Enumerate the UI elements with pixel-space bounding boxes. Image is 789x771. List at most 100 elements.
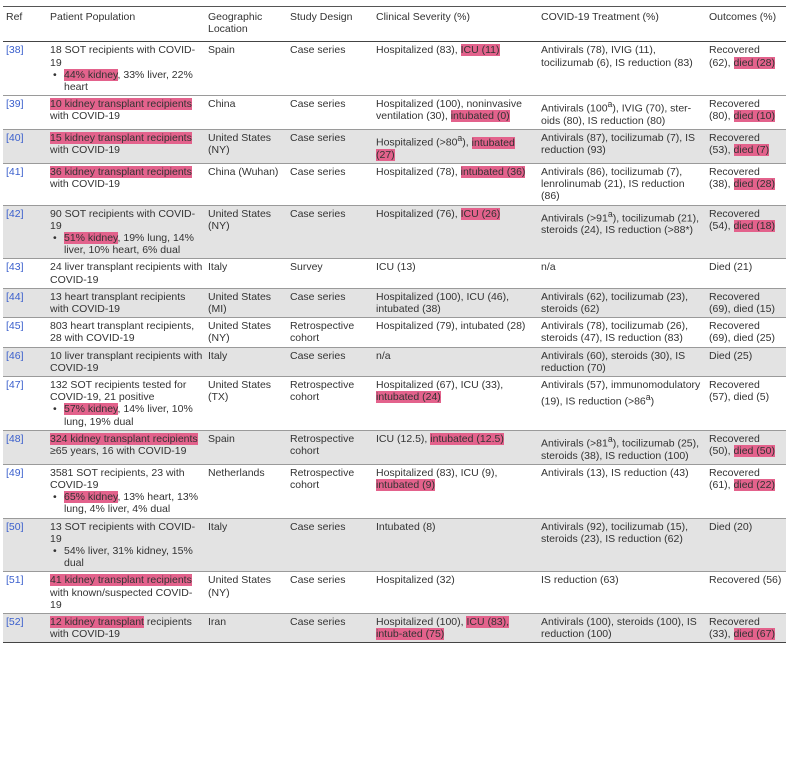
cell-outcomes: Died (21) (706, 259, 786, 288)
treatment-text: ) (650, 395, 655, 408)
severity-text: Intubated (8) (376, 520, 436, 533)
treatment-text: Antivirals (86), tocilizumab (7), lenrol… (541, 166, 685, 203)
reference-link[interactable]: [50] (6, 520, 24, 533)
severity-highlight: intubated (12.5) (430, 432, 504, 445)
cell-ref: [48] (3, 430, 47, 464)
table-body: [38] 18 SOT recipients with COVID-1944% k… (3, 42, 786, 643)
reference-link[interactable]: [41] (6, 166, 24, 179)
organ-breakdown-item: 44% kidney, 33% liver, 22% heart (53, 68, 203, 94)
cell-patient-population: 18 SOT recipients with COVID-1944% kidne… (47, 42, 205, 96)
cell-ref: [52] (3, 614, 47, 643)
table-row: [44] 13 heart transplant recipients with … (3, 288, 786, 318)
cell-patient-population: 15 kidney transplant recipients with COV… (47, 130, 205, 164)
cell-geographic-location: China (Wuhan) (208, 166, 279, 179)
cell-ref: [49] (3, 464, 47, 518)
cell-geographic-location: Spain (208, 432, 235, 445)
cell-geographic-location: Netherlands (208, 466, 265, 479)
treatment-text: IS reduction (63) (541, 574, 619, 587)
cell-covid-treatment: IS reduction (63) (538, 572, 706, 614)
treatment-text: Antivirals (13), IS reduction (43) (541, 466, 689, 479)
cell-outcomes: Recovered (38), died (28) (706, 164, 786, 206)
severity-text: Hospitalized (>80 (376, 136, 458, 149)
cell-study-design: Case series (290, 207, 346, 220)
severity-highlight: ICU (26) (460, 207, 501, 220)
outcome-text: Recovered (62), (709, 44, 760, 69)
treatment-footnote: a (607, 433, 613, 444)
outcome-text: Recovered (69), died (15) (709, 290, 775, 316)
cell-clinical-severity: Hospitalized (76), ICU (26) (373, 205, 538, 259)
reference-link[interactable]: [45] (6, 320, 24, 333)
cell-geographic-location: United States (NY) (208, 207, 272, 232)
table-row: [46] 10 liver transplant recipients with … (3, 347, 786, 377)
header-outcomes: Outcomes (%) (706, 6, 786, 43)
outcome-text: Recovered (57), died (5) (709, 379, 770, 404)
cell-patient-population: 324 kidney transplant recipients ≥65 yea… (47, 430, 205, 464)
reference-link[interactable]: [49] (6, 466, 24, 479)
population-text: 18 SOT recipients with COVID-19 (50, 44, 203, 68)
cell-clinical-severity: Intubated (8) (373, 518, 538, 572)
table-row: [50] 13 SOT recipients with COVID-1954% l… (3, 518, 786, 572)
reference-link[interactable]: [51] (6, 574, 24, 587)
outcome-text: Recovered (53), (709, 132, 760, 157)
outcome-highlight: died (28) (733, 178, 775, 191)
reference-link[interactable]: [40] (6, 132, 24, 145)
cell-covid-treatment: Antivirals (78), tocilizumab (26), stero… (538, 318, 706, 347)
cell-geographic-location: United States (MI) (208, 290, 272, 316)
organ-breakdown-list: 65% kidney, 13% heart, 13% lung, 4% live… (50, 491, 203, 515)
cell-geographic-location: Italy (208, 261, 228, 274)
population-text: 15 kidney transplant recipients with COV… (50, 132, 203, 156)
cell-study-design: Retrospective cohort (290, 379, 355, 404)
cell-outcomes: Recovered (57), died (5) (706, 377, 786, 431)
reference-link[interactable]: [46] (6, 349, 24, 362)
reference-link[interactable]: [39] (6, 98, 24, 111)
organ-breakdown-text: , 19% lung, 14% liver, 10% heart, 6% dua… (64, 232, 194, 257)
reference-link[interactable]: [47] (6, 379, 24, 392)
population-text: 90 SOT recipients with COVID-19 (50, 207, 196, 232)
reference-link[interactable]: [42] (6, 207, 24, 220)
outcome-text: Recovered (69), died (25) (709, 320, 775, 345)
cell-study-design: Case series (290, 44, 346, 57)
outcome-text: Died (20) (709, 520, 753, 533)
cell-outcomes: Died (20) (706, 518, 786, 572)
cell-covid-treatment: Antivirals (57), immunomodulatory (19), … (538, 377, 706, 431)
cell-clinical-severity: Hospitalized (100), noninvasive ventilat… (373, 96, 538, 130)
cell-study-design: Retrospective cohort (290, 432, 355, 458)
table-row: [52] 12 kidney transplant recipients with… (3, 613, 786, 643)
organ-breakdown-text: , 33% liver, 22% heart (64, 68, 193, 94)
cell-clinical-severity: ICU (12.5), intubated (12.5) (373, 430, 538, 464)
organ-breakdown-text: , 14% liver, 10% lung, 19% dual (64, 403, 193, 428)
severity-highlight: intubated (0) (450, 110, 510, 123)
cell-ref: [38] (3, 42, 47, 96)
cell-outcomes: Recovered (69), died (15) (706, 288, 786, 317)
cell-covid-treatment: Antivirals (62), tocilizumab (23), stero… (538, 288, 706, 317)
header-ref: Ref (3, 6, 47, 43)
table-row: [42] 90 SOT recipients with COVID-1951% k… (3, 205, 786, 259)
cell-clinical-severity: Hospitalized (67), ICU (33), intubated (… (373, 377, 538, 431)
header-geographic-location: Geographic Location (205, 6, 287, 43)
reference-link[interactable]: [48] (6, 432, 24, 445)
header-row: Ref Patient Population Geographic Locati… (3, 6, 786, 43)
population-text: 10 liver transplant recipients with COVI… (50, 350, 203, 374)
population-text: 13 SOT recipients with COVID-19 (50, 520, 196, 545)
reference-link[interactable]: [43] (6, 261, 24, 274)
cell-ref: [44] (3, 288, 47, 317)
cell-study-design: Case series (290, 132, 346, 145)
reference-link[interactable]: [38] (6, 44, 24, 57)
severity-text: Hospitalized (32) (376, 574, 455, 587)
reference-link[interactable]: [44] (6, 290, 24, 303)
population-highlight: 12 kidney transplant (50, 616, 144, 629)
population-text: 41 kidney transplant recipients with kno… (50, 574, 203, 611)
population-text: 3581 SOT recipients, 23 with COVID-19 (50, 467, 203, 491)
reference-link[interactable]: [52] (6, 616, 24, 629)
organ-breakdown-list: 51% kidney, 19% lung, 14% liver, 10% hea… (50, 232, 203, 256)
severity-text: Hospitalized (79), intubated (28) (376, 320, 526, 333)
treatment-text: Antivirals (>81 (541, 437, 608, 450)
organ-breakdown-highlight: 57% kidney (64, 403, 118, 416)
table-row: [51] 41 kidney transplant recipients with… (3, 572, 786, 614)
cell-patient-population: 3581 SOT recipients, 23 with COVID-1965%… (47, 464, 205, 518)
population-text: 13 heart transplant recipients with COVI… (50, 290, 186, 316)
severity-text: ), (462, 136, 472, 149)
cell-outcomes: Recovered (53), died (7) (706, 130, 786, 164)
cell-patient-population: 10 liver transplant recipients with COVI… (47, 347, 205, 376)
population-text: 10 kidney transplant recipients with COV… (50, 98, 203, 122)
